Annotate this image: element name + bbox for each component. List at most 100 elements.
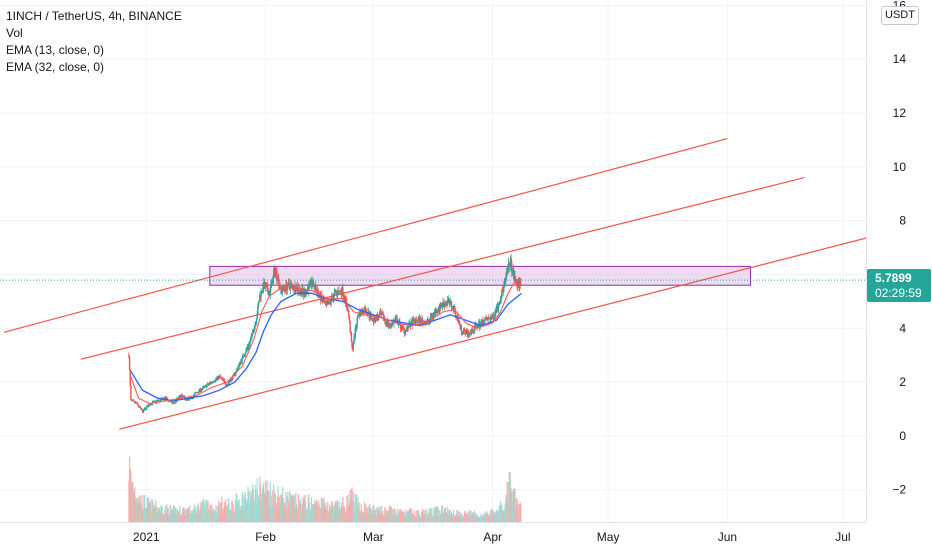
candle-body (501, 289, 504, 291)
volume-bar (430, 510, 432, 522)
volume-bar (128, 456, 131, 522)
volume-bar (201, 500, 203, 522)
candle-body (343, 296, 345, 299)
volume-bar (398, 510, 400, 522)
volume-bar (145, 508, 147, 522)
volume-bar (318, 505, 320, 522)
volume-bar (170, 506, 172, 522)
candle-body (336, 291, 339, 295)
volume-bar (406, 511, 408, 522)
volume-bar (509, 480, 511, 522)
volume-bar (468, 510, 470, 522)
candle-body (289, 284, 292, 289)
volume-bar (207, 501, 209, 522)
candle-body (416, 321, 419, 323)
chart-pane[interactable]: 1INCH / TetherUS, 4h, BINANCE Vol EMA (1… (0, 0, 867, 522)
volume-bar (378, 510, 380, 522)
volume-bar (511, 501, 513, 522)
volume-bar (367, 506, 369, 522)
volume-bar (387, 513, 389, 522)
volume-bar (164, 505, 167, 522)
volume-bar (518, 504, 521, 522)
volume-bar (225, 506, 228, 522)
volume-bar (181, 509, 184, 522)
candle-body (354, 328, 357, 337)
volume-bar (278, 497, 280, 522)
candle-body (225, 383, 227, 385)
volume-bar (294, 507, 296, 522)
volume-bar (394, 510, 396, 522)
volume-bar (130, 482, 133, 522)
volume-bar (320, 497, 322, 522)
ema-13-label[interactable]: EMA (13, close, 0) (6, 43, 105, 57)
trend-channel[interactable] (3, 137, 867, 430)
ema-32-label[interactable]: EMA (32, close, 0) (6, 60, 105, 74)
candle-body (222, 378, 224, 381)
volume-bar (155, 500, 157, 522)
candle-body (260, 291, 262, 298)
volume-bar (395, 515, 397, 522)
candle-body (215, 378, 217, 381)
candle-body (365, 308, 367, 312)
volume-bar (348, 502, 351, 522)
candle-body (165, 396, 167, 400)
candle-body (402, 326, 404, 329)
candle-body (432, 315, 434, 317)
volume-bar (379, 506, 381, 522)
volume-bar (445, 512, 447, 522)
candle-body (247, 346, 250, 347)
price-chart-svg[interactable] (0, 0, 867, 522)
volume-bar (444, 508, 446, 522)
candle-body (314, 284, 317, 291)
volume-bar (371, 513, 373, 522)
candle-body (503, 284, 505, 291)
candle-body (250, 336, 252, 340)
volume-bar (143, 494, 145, 522)
candle-body (310, 280, 313, 285)
candle-body (406, 327, 408, 329)
volume-bar (412, 515, 414, 522)
volume-bar (427, 513, 429, 522)
candle-body (348, 316, 351, 322)
volume-bar (519, 502, 521, 522)
volume-bar (380, 505, 383, 522)
candle-body (482, 319, 484, 325)
volume-bar (512, 490, 514, 522)
volume-bar (418, 511, 420, 522)
volume-bar (176, 508, 178, 522)
volume-bar (393, 508, 396, 522)
volume-indicator-label[interactable]: Vol (6, 26, 23, 40)
volume-bar (453, 516, 455, 522)
volume-bar (261, 494, 263, 522)
candle-body (244, 354, 246, 357)
volume-bar (241, 494, 243, 522)
volume-bar (140, 505, 142, 522)
volume-bar (164, 509, 166, 522)
price-scale[interactable]: −20246810121416 (866, 0, 932, 522)
volume-bar (280, 502, 282, 522)
volume-bar (435, 506, 437, 522)
volume-bar (206, 504, 209, 522)
time-scale[interactable]: 2021 Feb Mar Apr May Jun Jul (0, 522, 866, 550)
volume-bar (461, 513, 463, 522)
symbol-title[interactable]: 1INCH / TetherUS, 4h, BINANCE (6, 9, 182, 23)
candle-body (155, 400, 158, 403)
volume-bar (493, 514, 495, 522)
candle-body (356, 316, 358, 325)
candle-body (245, 349, 247, 353)
volume-bar (428, 512, 430, 522)
volume-bar (367, 513, 370, 522)
volume-bar (147, 497, 149, 522)
volume-bar (300, 504, 302, 522)
currency-unit-badge[interactable]: USDT (881, 6, 919, 25)
volume-bar (288, 504, 290, 522)
candle-body (333, 292, 336, 294)
candle-body (458, 321, 461, 326)
volume-bar (455, 513, 457, 522)
volume-bar (291, 496, 294, 522)
volume-bar (454, 515, 456, 522)
volume-bar (134, 497, 137, 522)
volume-bar (184, 508, 186, 522)
volume-bar (369, 507, 371, 522)
volume-bar (185, 515, 188, 522)
